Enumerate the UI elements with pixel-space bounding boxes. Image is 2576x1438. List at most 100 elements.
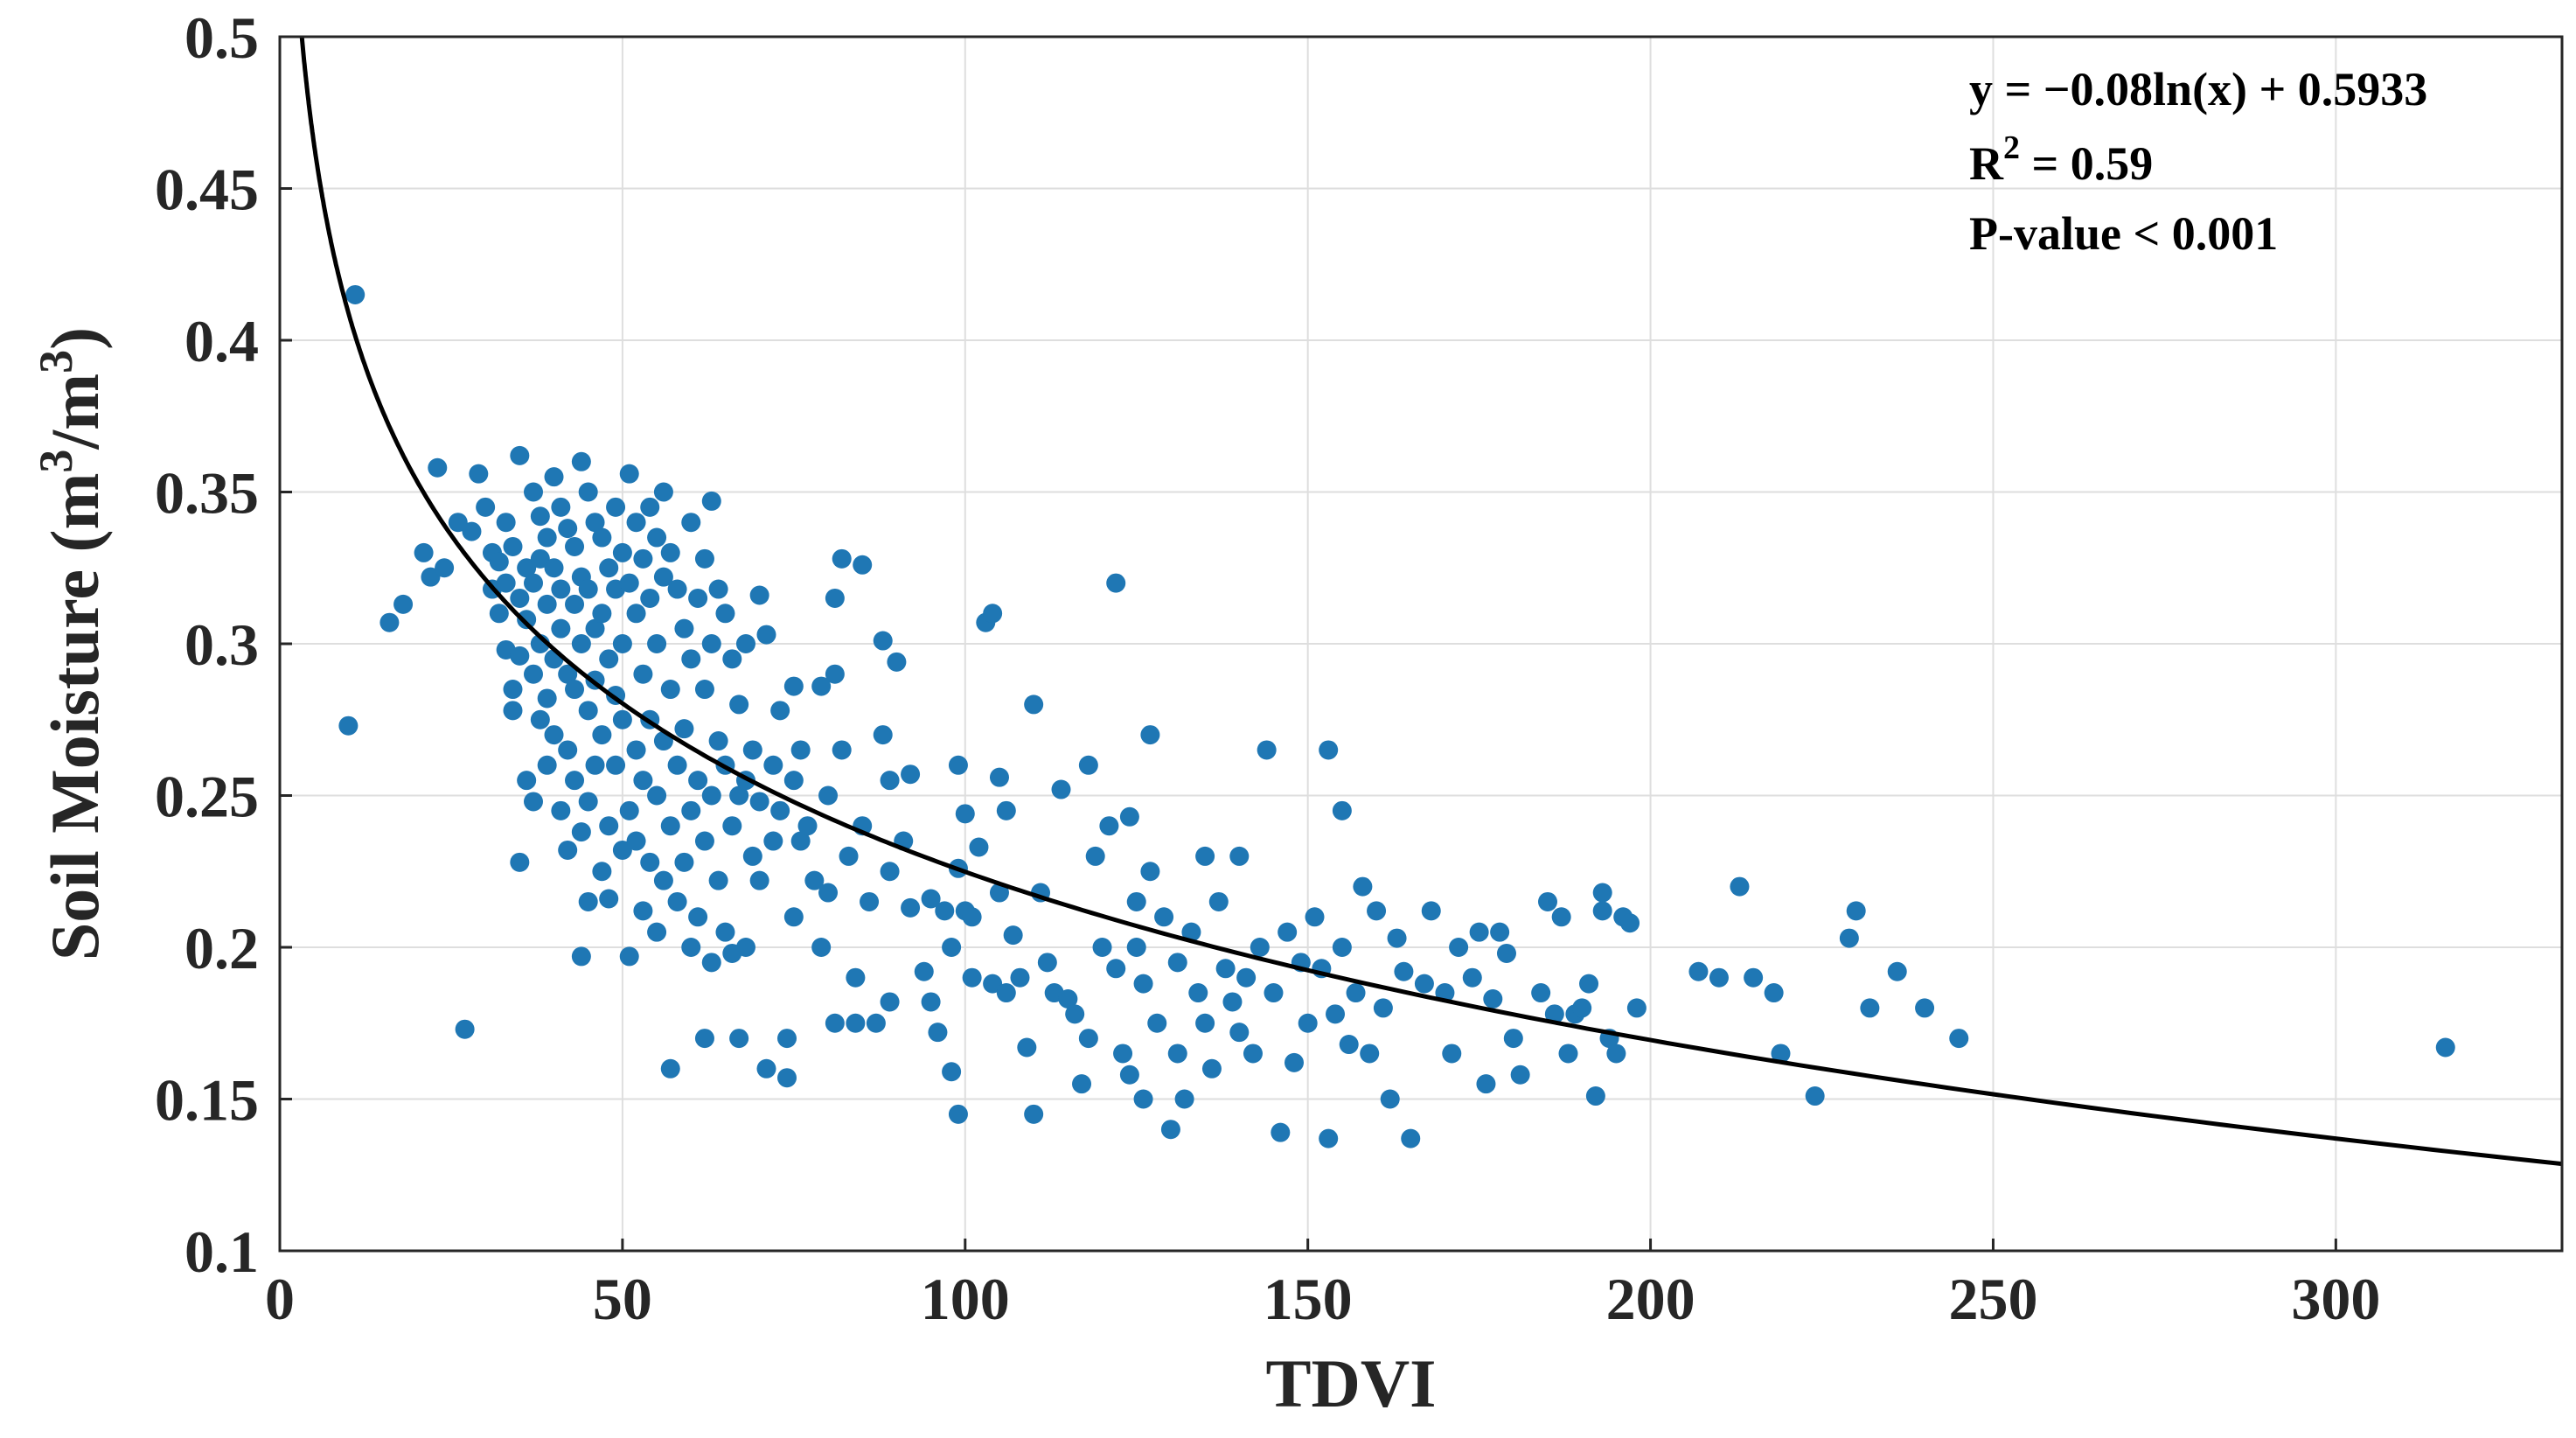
data-point [1319, 740, 1339, 760]
data-point [551, 618, 571, 639]
data-point [626, 513, 646, 533]
data-point [887, 652, 907, 672]
data-point [1360, 1044, 1380, 1064]
data-point [749, 870, 769, 890]
data-point [921, 889, 941, 909]
data-point [1510, 1065, 1530, 1085]
data-point [537, 755, 557, 775]
data-point [1332, 938, 1352, 957]
data-point [674, 852, 694, 872]
data-point [832, 740, 852, 760]
data-point [846, 967, 866, 988]
data-point [524, 482, 543, 502]
data-point [640, 852, 660, 872]
data-point [1243, 1044, 1263, 1064]
data-point [626, 604, 646, 624]
data-point [558, 664, 578, 684]
data-point [1037, 953, 1057, 973]
data-point [571, 634, 591, 653]
data-point [1606, 1044, 1626, 1064]
data-point [1483, 988, 1503, 1009]
data-point [517, 610, 537, 630]
data-point [626, 831, 646, 851]
y-axis-title-part-2: /m [37, 373, 113, 450]
data-point [811, 938, 832, 957]
data-point [647, 634, 667, 653]
data-point [496, 573, 516, 593]
data-point [633, 771, 653, 791]
data-point [1490, 922, 1510, 942]
data-point [694, 831, 714, 851]
data-point [530, 548, 550, 569]
data-point [818, 785, 839, 806]
data-point [1119, 1065, 1139, 1085]
data-point [606, 755, 626, 775]
data-point [928, 1023, 948, 1043]
data-point [599, 649, 619, 669]
data-point [1305, 907, 1325, 927]
data-point [578, 482, 598, 502]
data-point [1414, 974, 1434, 994]
data-point [783, 676, 804, 696]
data-point [1805, 1086, 1825, 1106]
data-point [715, 922, 735, 942]
x-tick-label: 250 [1948, 1266, 2037, 1332]
data-point [832, 548, 852, 569]
data-point [722, 816, 742, 836]
data-point [1771, 1044, 1791, 1064]
data-point [393, 594, 414, 614]
data-point [1024, 1104, 1044, 1124]
data-point [530, 709, 550, 729]
data-point [612, 840, 632, 860]
data-point [729, 1029, 749, 1049]
data-point [701, 953, 721, 973]
data-point [1380, 1089, 1400, 1109]
data-point [969, 837, 989, 857]
data-point [996, 800, 1016, 820]
data-point [565, 594, 585, 614]
data-point [619, 946, 639, 967]
data-point [989, 767, 1009, 787]
data-point [1003, 925, 1023, 946]
y-tick-label: 0.1 [184, 1218, 259, 1285]
data-point [1229, 846, 1250, 866]
data-point [1278, 922, 1298, 942]
data-point [1298, 1013, 1318, 1033]
data-point [633, 548, 653, 569]
data-point [1585, 1086, 1605, 1106]
data-point [585, 618, 605, 639]
data-point [681, 800, 701, 820]
data-point [338, 716, 359, 736]
data-point [379, 612, 400, 632]
data-point [489, 552, 509, 572]
data-point [469, 464, 489, 484]
data-point [818, 883, 839, 903]
data-point [510, 588, 530, 608]
data-point [503, 536, 523, 556]
data-point [571, 451, 591, 471]
data-point [1167, 953, 1187, 973]
data-point [524, 664, 543, 684]
y-tick-label: 0.5 [184, 4, 259, 71]
data-point [783, 771, 804, 791]
data-point [1092, 938, 1112, 957]
data-point [551, 800, 571, 820]
data-point [345, 284, 366, 304]
data-point [901, 897, 921, 918]
data-point [783, 907, 804, 927]
data-point [756, 625, 776, 645]
data-point [873, 725, 893, 745]
data-point [1106, 573, 1126, 593]
data-point [653, 482, 673, 502]
data-point [674, 719, 694, 739]
data-point [1119, 806, 1139, 827]
data-point [811, 676, 832, 696]
data-point [1065, 1004, 1085, 1024]
data-point [681, 649, 701, 669]
data-point [571, 946, 591, 967]
data-point [558, 740, 578, 760]
data-point [578, 891, 598, 911]
data-point [1839, 928, 1859, 948]
data-point [1730, 876, 1750, 897]
y-tick-label: 0.2 [184, 915, 259, 981]
